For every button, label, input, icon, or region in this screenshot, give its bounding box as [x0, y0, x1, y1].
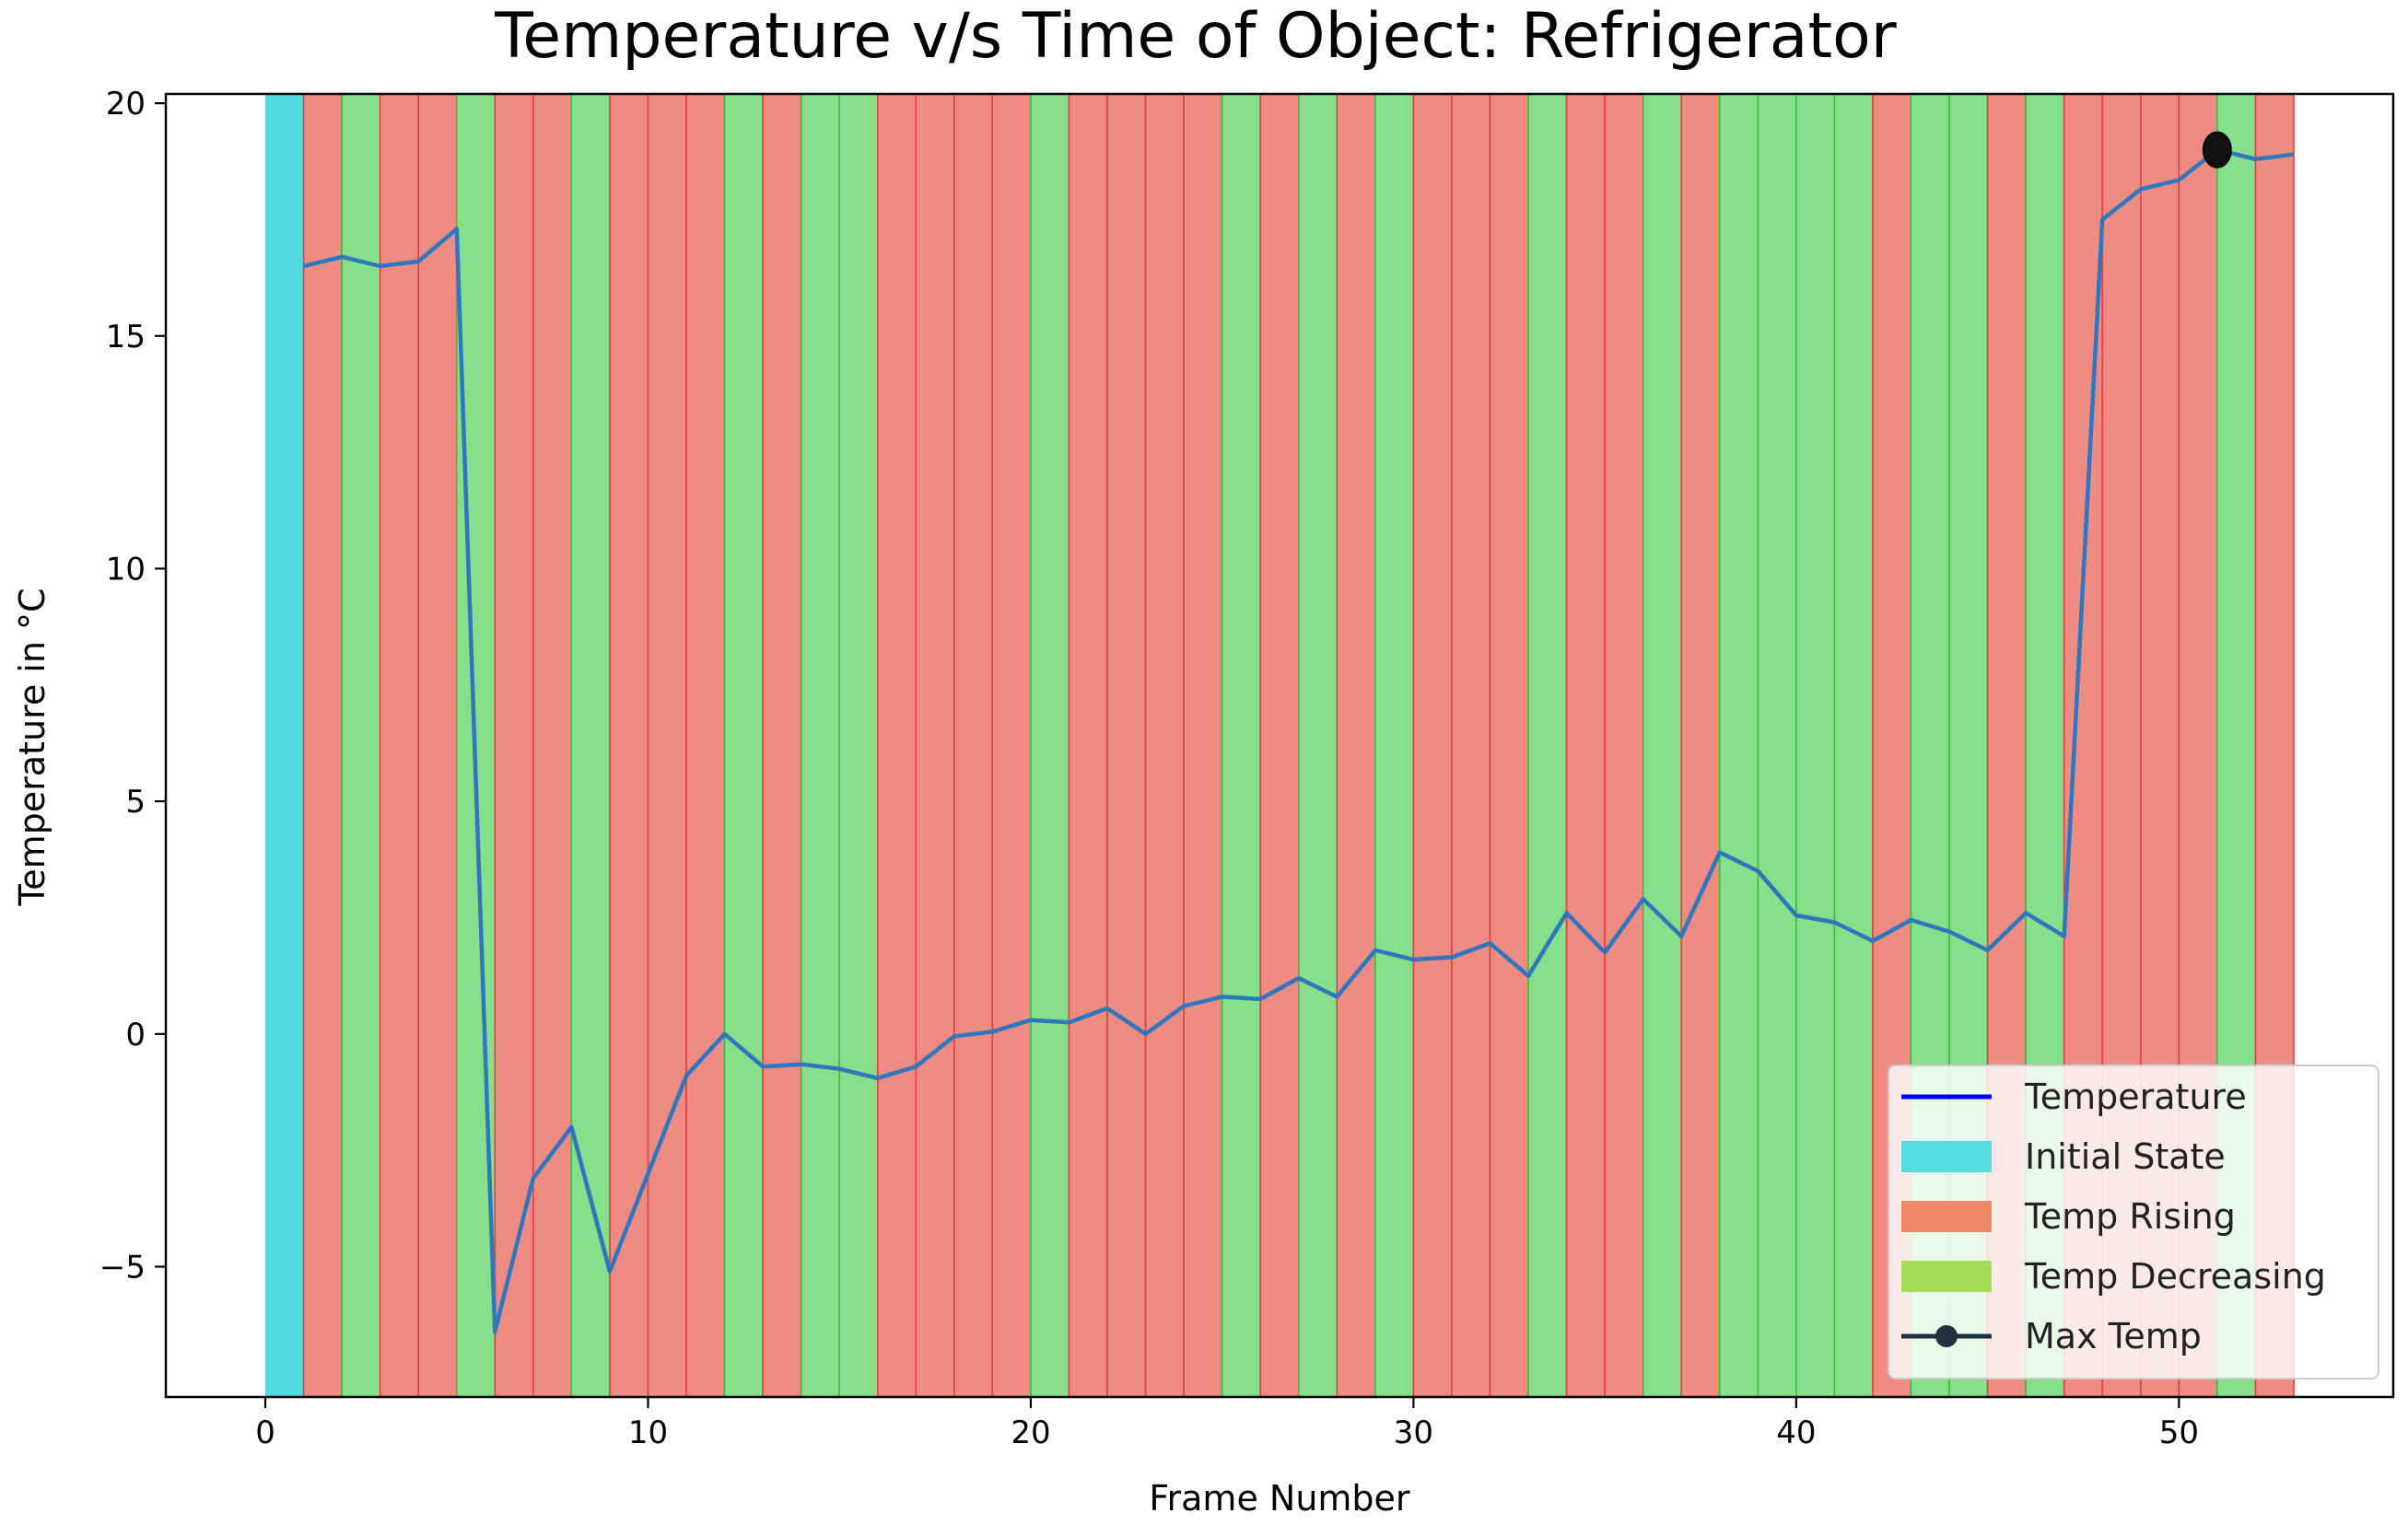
band-temp-rising	[609, 93, 649, 1398]
band-temp-rising	[1183, 93, 1223, 1398]
band-temp-decreasing	[1718, 93, 1759, 1398]
legend-label: Initial State	[2025, 1136, 2226, 1177]
x-tick-label: 30	[1394, 1414, 1433, 1451]
chart-title: Temperature v/s Time of Object: Refriger…	[494, 0, 1896, 73]
y-tick-label: 15	[106, 319, 146, 355]
band-temp-decreasing	[1757, 93, 1797, 1398]
x-tick-label: 10	[628, 1414, 668, 1451]
band-temp-rising	[1068, 93, 1108, 1398]
band-temp-decreasing	[570, 93, 611, 1398]
band-temp-rising	[532, 93, 573, 1398]
legend-label: Temp Rising	[2024, 1196, 2236, 1237]
temperature-series	[303, 131, 2295, 1334]
legend-label: Max Temp	[2025, 1316, 2202, 1356]
band-temp-decreasing	[1642, 93, 1683, 1398]
band-temp-rising	[685, 93, 726, 1398]
legend-patch-icon	[1901, 1141, 1992, 1172]
band-temp-rising	[762, 93, 802, 1398]
legend-patch-icon	[1901, 1201, 1992, 1232]
legend-label: Temp Decreasing	[2024, 1256, 2326, 1297]
band-temp-decreasing	[1030, 93, 1070, 1398]
band-temp-rising	[417, 93, 458, 1398]
x-tick-label: 0	[255, 1414, 275, 1451]
band-temp-rising	[1565, 93, 1606, 1398]
x-tick-label: 20	[1011, 1414, 1050, 1451]
legend-max-temp-marker-icon	[1935, 1325, 1958, 1347]
band-temp-decreasing	[723, 93, 764, 1398]
band-temp-rising	[1451, 93, 1491, 1398]
legend-patch-icon	[1901, 1261, 1992, 1292]
band-temp-rising	[953, 93, 994, 1398]
band-temp-rising	[1604, 93, 1644, 1398]
band-temp-rising	[1106, 93, 1147, 1398]
y-tick-label: 20	[106, 86, 146, 122]
band-temp-rising	[1336, 93, 1376, 1398]
legend-label: Temperature	[2024, 1077, 2247, 1117]
band-temp-decreasing	[1221, 93, 1262, 1398]
band-temp-rising	[302, 93, 343, 1398]
band-temp-rising	[991, 93, 1032, 1398]
legend: Temperature Initial State Temp Rising Temp …	[1888, 1065, 2379, 1379]
y-tick-label: −5	[99, 1250, 146, 1286]
y-tick-label: 5	[125, 784, 146, 821]
legend-box	[1888, 1065, 2379, 1379]
band-temp-decreasing	[800, 93, 841, 1398]
y-axis-label: Temperature in °C	[12, 588, 53, 906]
y-tick-label: 0	[125, 1017, 146, 1054]
band-temp-decreasing	[1833, 93, 1874, 1398]
band-initial-state	[265, 94, 304, 1397]
band-temp-decreasing	[838, 93, 879, 1398]
band-temp-rising	[1259, 93, 1300, 1398]
band-temp-decreasing	[1795, 93, 1836, 1398]
band-temp-rising	[876, 93, 918, 1398]
x-tick-label: 40	[1776, 1414, 1816, 1451]
plot-frame	[164, 92, 2395, 1399]
band-temp-decreasing	[1374, 93, 1415, 1398]
band-temp-rising	[915, 93, 955, 1398]
max-temp-marker	[2202, 131, 2232, 169]
band-temp-rising	[1144, 93, 1185, 1398]
band-temp-decreasing	[1297, 93, 1338, 1398]
band-temp-rising	[1489, 93, 1529, 1398]
axes: 0 10 20 30 40 50 −5 0 5 10 15 20	[99, 86, 2395, 1451]
y-tick-label: 10	[106, 551, 146, 588]
x-axis-label: Frame Number	[1149, 1478, 1410, 1519]
x-tick-label: 50	[2159, 1414, 2199, 1451]
band-temp-rising	[379, 93, 420, 1398]
band-temp-rising	[647, 93, 687, 1398]
band-temp-rising	[1412, 93, 1453, 1398]
band-temp-rising	[1680, 93, 1721, 1398]
band-temp-decreasing	[341, 93, 381, 1398]
band-temp-decreasing	[1527, 93, 1568, 1398]
